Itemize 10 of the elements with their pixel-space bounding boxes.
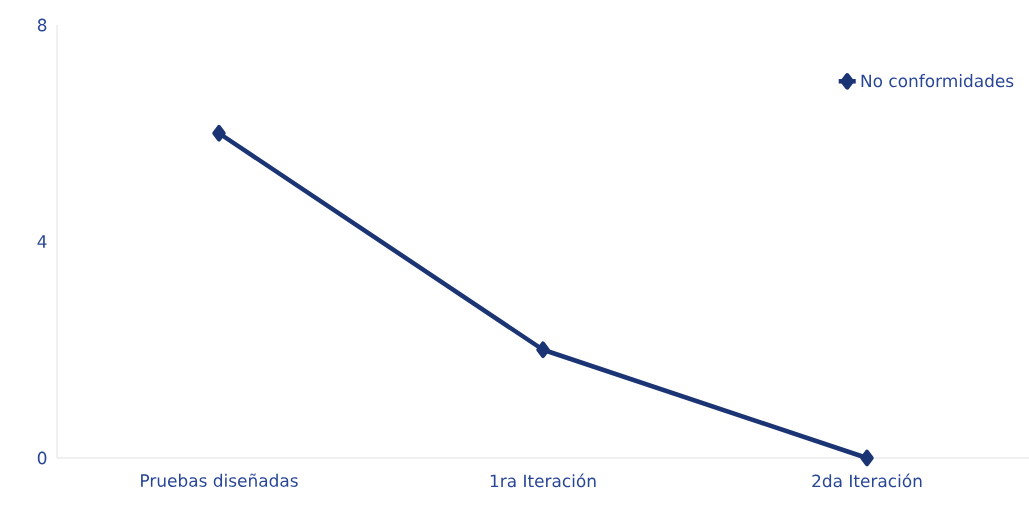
y-tick-label: 4: [37, 235, 47, 248]
point: [860, 449, 874, 467]
point: [536, 341, 550, 358]
point: [212, 125, 226, 142]
x-tick-label: Pruebas diseñadas: [141, 473, 298, 487]
x-tick-label: 1ra Iteración: [490, 473, 596, 488]
x-tick-label: 2da Iteración: [812, 473, 922, 488]
y-tick-label: 8: [37, 18, 47, 32]
legend-label: No conformidades: [861, 74, 1014, 88]
y-tick-label: 0: [37, 451, 47, 465]
